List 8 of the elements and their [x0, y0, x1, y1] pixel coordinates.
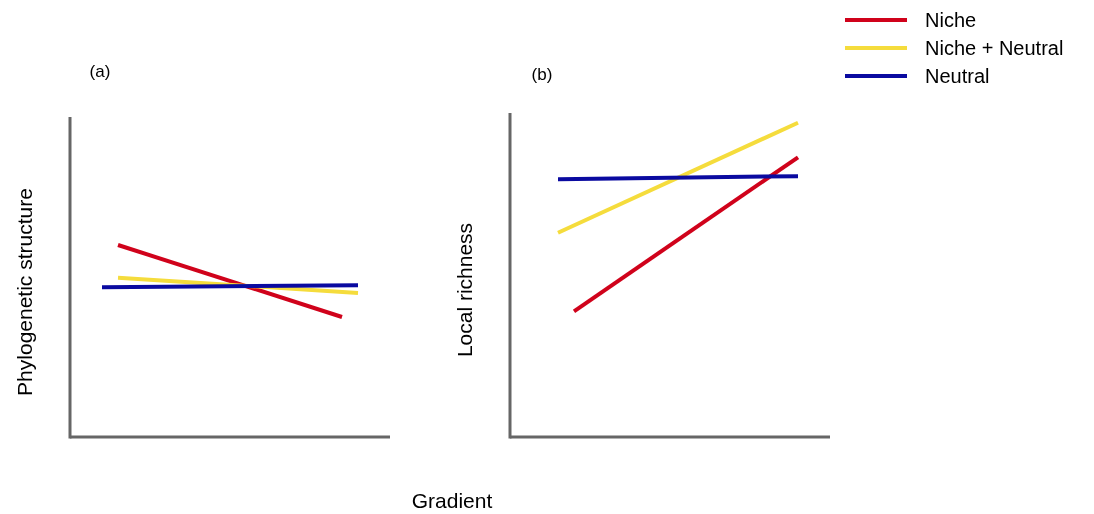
legend-label: Niche: [925, 9, 977, 31]
chart-title: (b): [531, 65, 553, 84]
y-axis-title: Local richness: [453, 222, 476, 358]
y-axis-title: Phylogenetic structure: [13, 188, 36, 396]
chart-title: (a): [89, 62, 111, 81]
legend-label: Niche + Neutral: [925, 37, 1064, 59]
x-axis-title: Gradient: [411, 489, 493, 512]
legend-label: Neutral: [925, 65, 990, 87]
